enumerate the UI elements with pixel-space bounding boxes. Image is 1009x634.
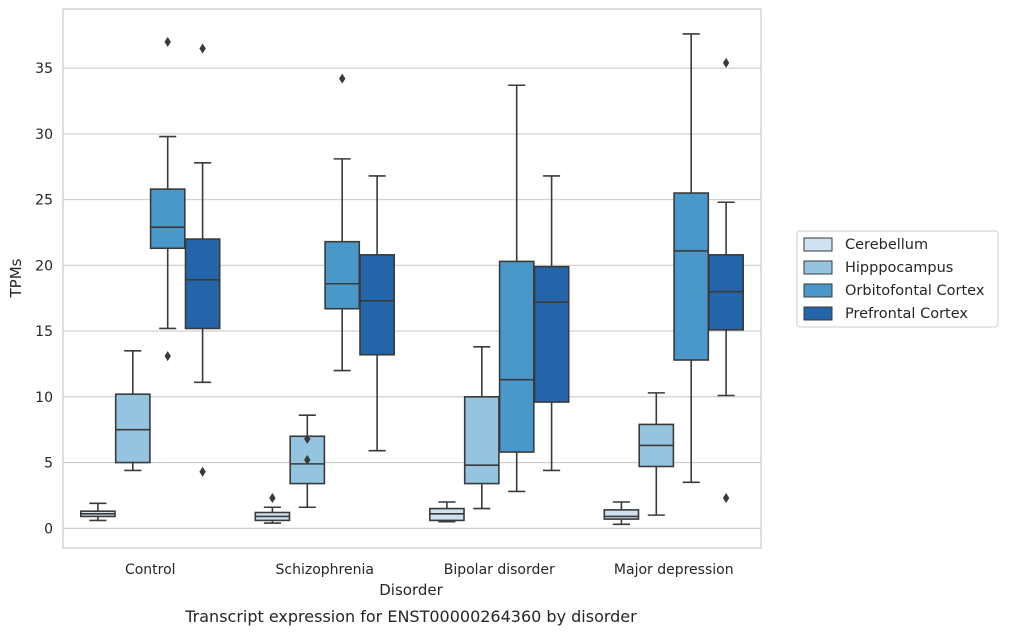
figure-caption: Transcript expression for ENST0000026436…	[184, 607, 637, 626]
box-iqr	[603, 509, 640, 520]
box-group	[428, 501, 465, 523]
x-tick-label: Schizophrenia	[276, 562, 374, 578]
outlier-marker	[722, 493, 730, 504]
box-group	[254, 493, 291, 524]
y-tick-label: 25	[35, 193, 53, 209]
box-iqr	[498, 260, 535, 453]
legend-swatch	[803, 260, 833, 275]
box-group	[603, 501, 640, 526]
y-tick-label: 30	[35, 127, 53, 143]
legend-label: Orbitofontal Cortex	[845, 283, 985, 299]
box-group	[324, 73, 361, 372]
box-group	[498, 84, 535, 493]
outlier-marker	[199, 43, 206, 54]
legend: Cerebellum Hipppocampus Orbitofontal Corte…	[796, 230, 999, 328]
y-axis-ticks: 0 5 10 15 20 25 30 35	[35, 61, 53, 537]
x-tick-label: Major depression	[614, 562, 734, 578]
x-tick-label: Bipolar disorder	[444, 562, 555, 578]
outlier-marker	[199, 466, 206, 477]
boxes	[79, 33, 745, 526]
legend-label: Hipppocampus	[845, 260, 953, 276]
box-group	[149, 36, 186, 362]
box-group	[533, 175, 570, 472]
box-group	[289, 414, 326, 509]
legend-label: Prefrontal Cortex	[845, 306, 968, 322]
outlier-marker	[269, 493, 276, 504]
plot-area-frame	[62, 8, 762, 549]
box-iqr	[463, 396, 500, 485]
outlier-marker	[164, 351, 171, 362]
y-axis-label: TPMs	[7, 258, 25, 298]
box-group	[463, 346, 500, 510]
box-iqr	[673, 192, 710, 361]
x-axis-label: Disorder	[379, 581, 443, 599]
box-group	[359, 175, 396, 452]
box-iqr	[359, 254, 396, 356]
legend-label: Cerebellum	[845, 237, 928, 253]
box-group	[673, 33, 710, 484]
y-tick-label: 20	[35, 258, 53, 274]
y-tick-label: 15	[35, 324, 53, 340]
outlier-marker	[304, 454, 311, 465]
outlier-marker	[304, 433, 311, 444]
legend-swatch	[803, 237, 833, 252]
box-iqr	[149, 188, 186, 250]
y-tick-label: 0	[44, 521, 53, 537]
y-tick-label: 10	[35, 390, 53, 406]
y-tick-label: 5	[44, 456, 53, 472]
box-iqr	[114, 393, 151, 464]
outlier-marker	[722, 57, 730, 68]
outlier-marker	[164, 36, 171, 47]
legend-swatch	[803, 283, 833, 298]
outlier-marker	[339, 73, 346, 84]
legend-frame	[796, 230, 999, 328]
legend-swatch	[803, 306, 833, 321]
box-group	[114, 350, 151, 472]
box-group	[638, 392, 675, 516]
y-tick-label: 35	[35, 61, 53, 77]
box-iqr	[533, 265, 570, 403]
box-group	[79, 502, 116, 522]
box-iqr	[324, 240, 361, 310]
x-axis-ticks: Control Schizophrenia Bipolar disorder Majo…	[125, 562, 734, 578]
box-group	[184, 43, 221, 477]
box-group	[708, 57, 745, 504]
x-tick-label: Control	[125, 562, 176, 578]
box-iqr	[184, 238, 221, 330]
